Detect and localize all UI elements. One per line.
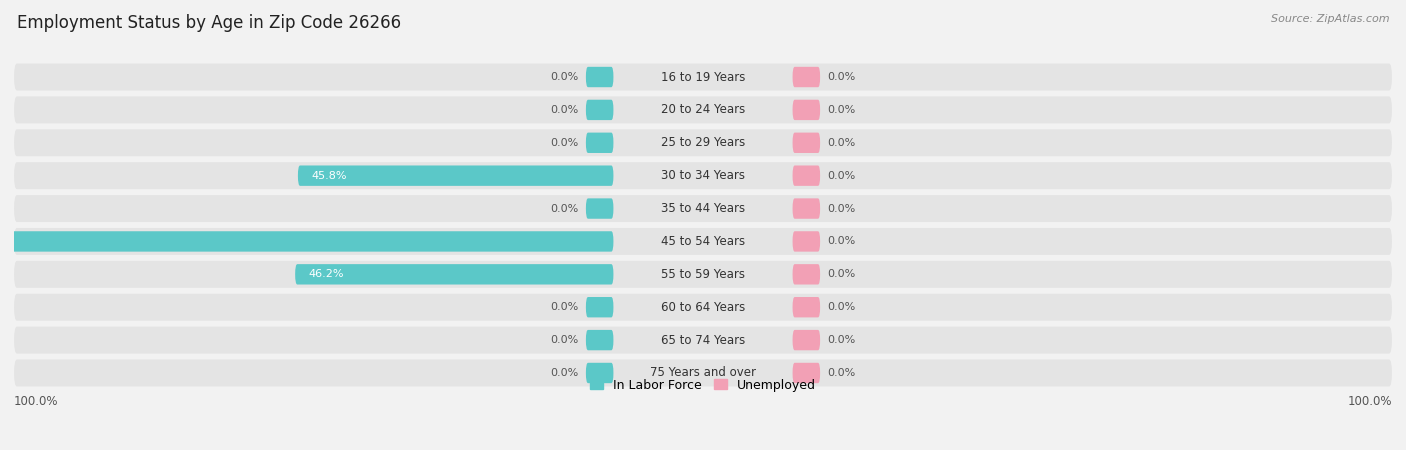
FancyBboxPatch shape	[793, 67, 820, 87]
Text: 100.0%: 100.0%	[1347, 396, 1392, 408]
Text: 16 to 19 Years: 16 to 19 Years	[661, 71, 745, 84]
FancyBboxPatch shape	[793, 198, 820, 219]
Text: 46.2%: 46.2%	[309, 270, 344, 279]
FancyBboxPatch shape	[793, 133, 820, 153]
FancyBboxPatch shape	[793, 100, 820, 120]
Text: 45.8%: 45.8%	[312, 171, 347, 180]
Text: 0.0%: 0.0%	[551, 203, 579, 214]
Text: Employment Status by Age in Zip Code 26266: Employment Status by Age in Zip Code 262…	[17, 14, 401, 32]
Text: 0.0%: 0.0%	[551, 105, 579, 115]
FancyBboxPatch shape	[14, 294, 1392, 321]
FancyBboxPatch shape	[14, 63, 1392, 90]
Text: 0.0%: 0.0%	[827, 171, 855, 180]
Text: 0.0%: 0.0%	[551, 368, 579, 378]
FancyBboxPatch shape	[295, 264, 613, 284]
Text: 0.0%: 0.0%	[551, 302, 579, 312]
Text: 25 to 29 Years: 25 to 29 Years	[661, 136, 745, 149]
Text: 65 to 74 Years: 65 to 74 Years	[661, 333, 745, 346]
Text: 0.0%: 0.0%	[551, 72, 579, 82]
FancyBboxPatch shape	[14, 261, 1392, 288]
Text: 60 to 64 Years: 60 to 64 Years	[661, 301, 745, 314]
Text: 35 to 44 Years: 35 to 44 Years	[661, 202, 745, 215]
Text: 0.0%: 0.0%	[827, 368, 855, 378]
FancyBboxPatch shape	[793, 297, 820, 317]
FancyBboxPatch shape	[14, 228, 1392, 255]
FancyBboxPatch shape	[793, 231, 820, 252]
FancyBboxPatch shape	[793, 166, 820, 186]
Text: 20 to 24 Years: 20 to 24 Years	[661, 104, 745, 117]
FancyBboxPatch shape	[298, 166, 613, 186]
Text: 0.0%: 0.0%	[551, 335, 579, 345]
FancyBboxPatch shape	[14, 195, 1392, 222]
Text: 45 to 54 Years: 45 to 54 Years	[661, 235, 745, 248]
Text: Source: ZipAtlas.com: Source: ZipAtlas.com	[1271, 14, 1389, 23]
FancyBboxPatch shape	[586, 330, 613, 350]
FancyBboxPatch shape	[586, 133, 613, 153]
FancyBboxPatch shape	[586, 297, 613, 317]
Text: 0.0%: 0.0%	[827, 105, 855, 115]
FancyBboxPatch shape	[0, 231, 613, 252]
FancyBboxPatch shape	[14, 96, 1392, 123]
FancyBboxPatch shape	[586, 67, 613, 87]
FancyBboxPatch shape	[14, 360, 1392, 387]
Text: 0.0%: 0.0%	[827, 335, 855, 345]
FancyBboxPatch shape	[586, 100, 613, 120]
FancyBboxPatch shape	[14, 327, 1392, 354]
FancyBboxPatch shape	[793, 330, 820, 350]
Text: 100.0%: 100.0%	[14, 396, 59, 408]
Text: 0.0%: 0.0%	[827, 203, 855, 214]
Text: 0.0%: 0.0%	[827, 302, 855, 312]
FancyBboxPatch shape	[586, 363, 613, 383]
FancyBboxPatch shape	[14, 129, 1392, 156]
FancyBboxPatch shape	[586, 198, 613, 219]
Text: 75 Years and over: 75 Years and over	[650, 366, 756, 379]
Text: 55 to 59 Years: 55 to 59 Years	[661, 268, 745, 281]
Text: 0.0%: 0.0%	[551, 138, 579, 148]
FancyBboxPatch shape	[793, 363, 820, 383]
Text: 30 to 34 Years: 30 to 34 Years	[661, 169, 745, 182]
FancyBboxPatch shape	[14, 162, 1392, 189]
Text: 0.0%: 0.0%	[827, 72, 855, 82]
FancyBboxPatch shape	[793, 264, 820, 284]
Text: 0.0%: 0.0%	[827, 270, 855, 279]
Text: 0.0%: 0.0%	[827, 138, 855, 148]
Legend: In Labor Force, Unemployed: In Labor Force, Unemployed	[585, 374, 821, 396]
Text: 0.0%: 0.0%	[827, 236, 855, 247]
